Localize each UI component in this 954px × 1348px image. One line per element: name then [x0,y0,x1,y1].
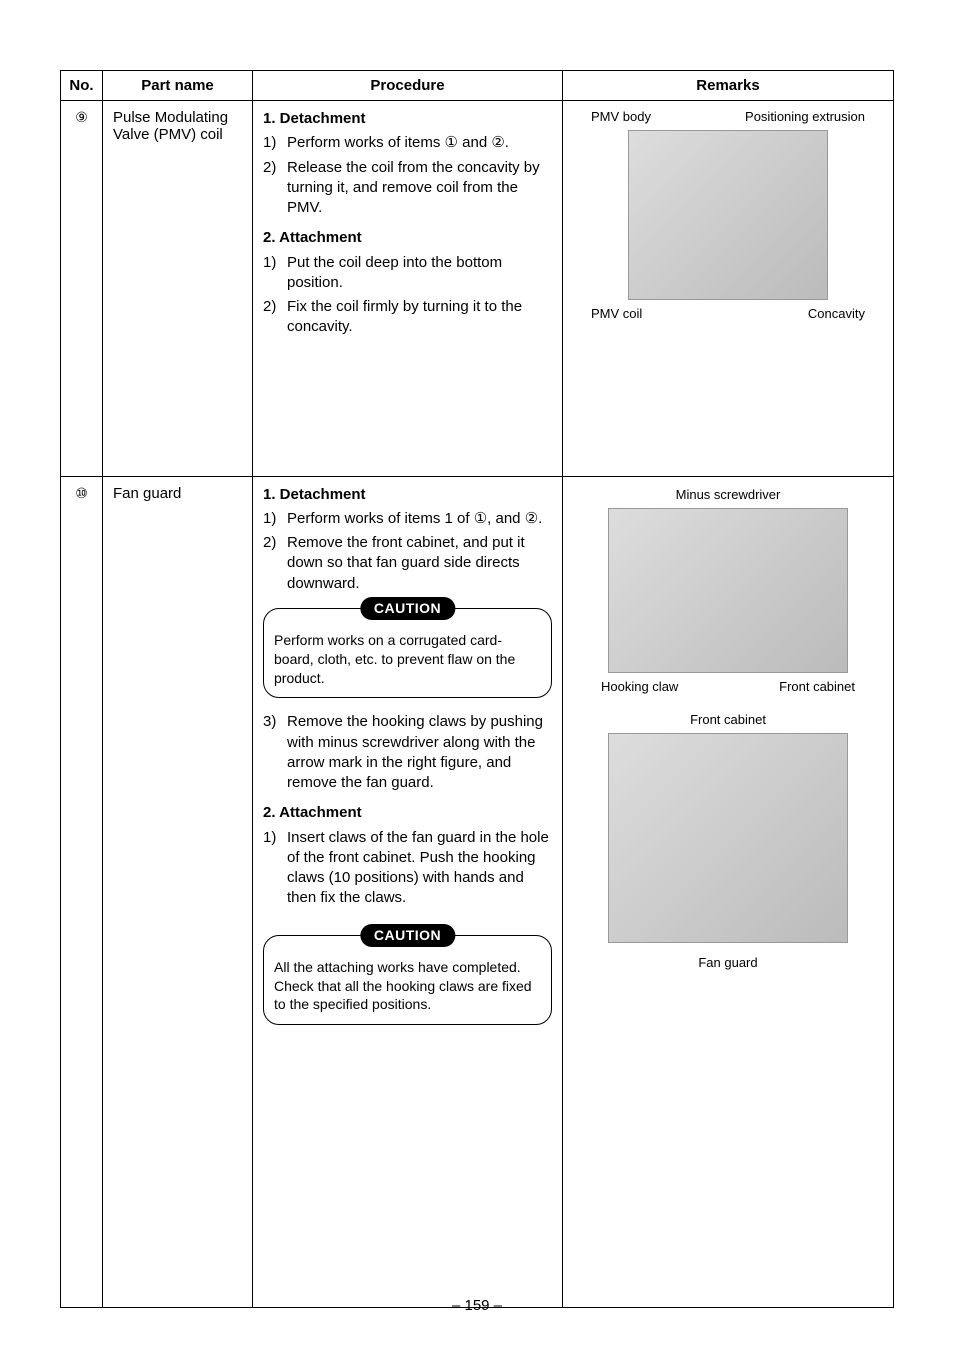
page-number: – 159 – [0,1297,954,1314]
caution-box: CAUTION Perform works on a corrugated ca… [263,608,552,699]
label-minus-screwdriver: Minus screwdriver [573,487,883,502]
circled-number: ⑨ [75,109,88,125]
step-list: 3)Remove the hooking claws by pushing wi… [263,712,552,793]
section-title: 2. Attachment [263,803,552,823]
image-bottom-labels: Hooking claw Front cabinet [601,679,855,694]
header-part: Part name [103,71,253,101]
step: 1)Perform works of items ① and ②. [263,133,552,153]
step-list: 1)Insert claws of the fan guard in the h… [263,828,552,909]
label-front-cabinet-2: Front cabinet [573,712,883,727]
image-pmv-coil [628,130,828,300]
caution-text: Perform works on a corrugated card-board… [274,631,541,688]
label-hooking-claw: Hooking claw [601,679,678,694]
step-list: 1)Perform works of items 1 of ①, and ②. … [263,509,552,594]
row-part: Fan guard [103,476,253,1308]
image-bottom-labels: PMV coil Concavity [591,306,865,321]
caution-box: CAUTION All the attaching works have com… [263,935,552,1026]
caution-label: CAUTION [360,597,455,620]
step: 2)Remove the front cabinet, and put it d… [263,533,552,594]
label-pmv-body: PMV body [591,109,651,124]
step: 3)Remove the hooking claws by pushing wi… [263,712,552,793]
row-remarks: Minus screwdriver Hooking claw Front cab… [563,476,894,1308]
header-remarks: Remarks [563,71,894,101]
header-no: No. [61,71,103,101]
caution-label: CAUTION [360,924,455,947]
caution-text: All the attaching works have completed. … [274,958,541,1015]
image-hooking-claw [608,508,848,673]
header-procedure: Procedure [253,71,563,101]
section-title: 2. Attachment [263,228,552,248]
label-front-cabinet: Front cabinet [779,679,855,694]
page: No. Part name Procedure Remarks ⑨ Pulse … [0,0,954,1348]
section-title: 1. Detachment [263,109,552,129]
table-header-row: No. Part name Procedure Remarks [61,71,894,101]
row-no: ⑨ [61,101,103,477]
step: 2)Release the coil from the concavity by… [263,158,552,219]
row-remarks: PMV body Positioning extrusion PMV coil … [563,101,894,477]
row-part: Pulse Modulating Valve (PMV) coil [103,101,253,477]
label-positioning-extrusion: Positioning extrusion [745,109,865,124]
step: 1)Put the coil deep into the bottom posi… [263,253,552,294]
circled-number: ⑩ [75,485,88,501]
step: 1)Insert claws of the fan guard in the h… [263,828,552,909]
step: 2)Fix the coil firmly by turning it to t… [263,297,552,338]
section-title: 1. Detachment [263,485,552,505]
row-procedure: 1. Detachment 1)Perform works of items 1… [253,476,563,1308]
image-fan-guard [608,733,848,943]
row-no: ⑩ [61,476,103,1308]
label-concavity: Concavity [808,306,865,321]
step-list: 1)Put the coil deep into the bottom posi… [263,253,552,338]
row-procedure: 1. Detachment 1)Perform works of items ①… [253,101,563,477]
image-top-labels: PMV body Positioning extrusion [591,109,865,124]
procedure-table: No. Part name Procedure Remarks ⑨ Pulse … [60,70,894,1308]
label-fan-guard: Fan guard [573,955,883,970]
table-row: ⑨ Pulse Modulating Valve (PMV) coil 1. D… [61,101,894,477]
table-row: ⑩ Fan guard 1. Detachment 1)Perform work… [61,476,894,1308]
step-list: 1)Perform works of items ① and ②. 2)Rele… [263,133,552,218]
label-pmv-coil: PMV coil [591,306,642,321]
step: 1)Perform works of items 1 of ①, and ②. [263,509,552,529]
